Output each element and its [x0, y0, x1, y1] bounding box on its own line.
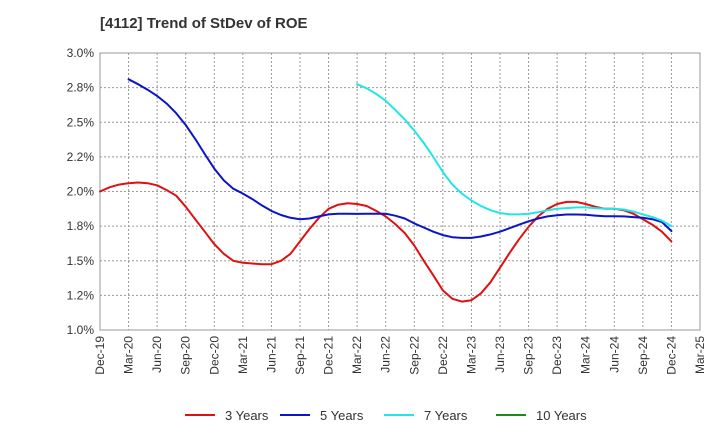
x-tick-label: Dec-20	[207, 336, 221, 375]
legend-label-3-years: 3 Years	[225, 408, 269, 423]
x-tick-label: Mar-25	[693, 336, 707, 374]
y-tick-label: 1.8%	[67, 219, 95, 233]
x-tick-label: Mar-20	[122, 336, 136, 374]
chart-title: [4112] Trend of StDev of ROE	[100, 15, 308, 32]
y-tick-label: 2.5%	[67, 115, 95, 129]
y-tick-label: 3.0%	[67, 46, 95, 60]
y-tick-label: 2.2%	[67, 150, 95, 164]
x-tick-label: Jun-23	[493, 336, 507, 373]
x-tick-label: Sep-23	[522, 336, 536, 375]
x-tick-label: Sep-21	[293, 336, 307, 375]
x-tick-label: Dec-21	[322, 336, 336, 375]
series-lines	[99, 78, 673, 303]
series-line-5-years	[127, 78, 673, 239]
x-tick-label: Sep-24	[636, 336, 650, 375]
legend-label-7-years: 7 Years	[424, 408, 468, 423]
y-tick-label: 2.8%	[67, 81, 95, 95]
x-tick-label: Sep-22	[407, 336, 421, 375]
x-tick-label: Jun-22	[379, 336, 393, 373]
legend-label-10-years: 10 Years	[536, 408, 587, 423]
x-tick-label: Jun-24	[607, 336, 621, 373]
y-tick-label: 1.0%	[67, 323, 95, 337]
x-tick-label: Mar-21	[236, 336, 250, 374]
legend-label-5-years: 5 Years	[320, 408, 364, 423]
y-axis: 1.0% 1.2% 1.5% 1.8% 2.0% 2.2% 2.5% 2.8% 3.0%	[67, 46, 95, 337]
x-tick-label: Jun-21	[264, 336, 278, 373]
x-tick-label: Dec-19	[93, 336, 107, 375]
x-tick-label: Mar-22	[350, 336, 364, 374]
y-tick-label: 1.2%	[67, 288, 95, 302]
x-axis: Dec-19 Mar-20 Jun-20 Sep-20 Dec-20 Mar-21 Jun-…	[93, 336, 707, 375]
x-tick-label: Dec-23	[550, 336, 564, 375]
x-tick-label: Dec-24	[664, 336, 678, 375]
x-tick-label: Mar-23	[464, 336, 478, 374]
legend: 3 Years 5 Years 7 Years 10 Years	[185, 408, 587, 423]
x-tick-label: Mar-24	[579, 336, 593, 374]
series-line-3-years	[99, 181, 673, 303]
y-tick-label: 1.5%	[67, 254, 95, 268]
x-tick-label: Dec-22	[436, 336, 450, 375]
gridlines	[100, 52, 700, 331]
x-tick-label: Jun-20	[150, 336, 164, 373]
series-line-7-years	[356, 83, 673, 228]
x-tick-label: Sep-20	[179, 336, 193, 375]
y-tick-label: 2.0%	[67, 185, 95, 199]
